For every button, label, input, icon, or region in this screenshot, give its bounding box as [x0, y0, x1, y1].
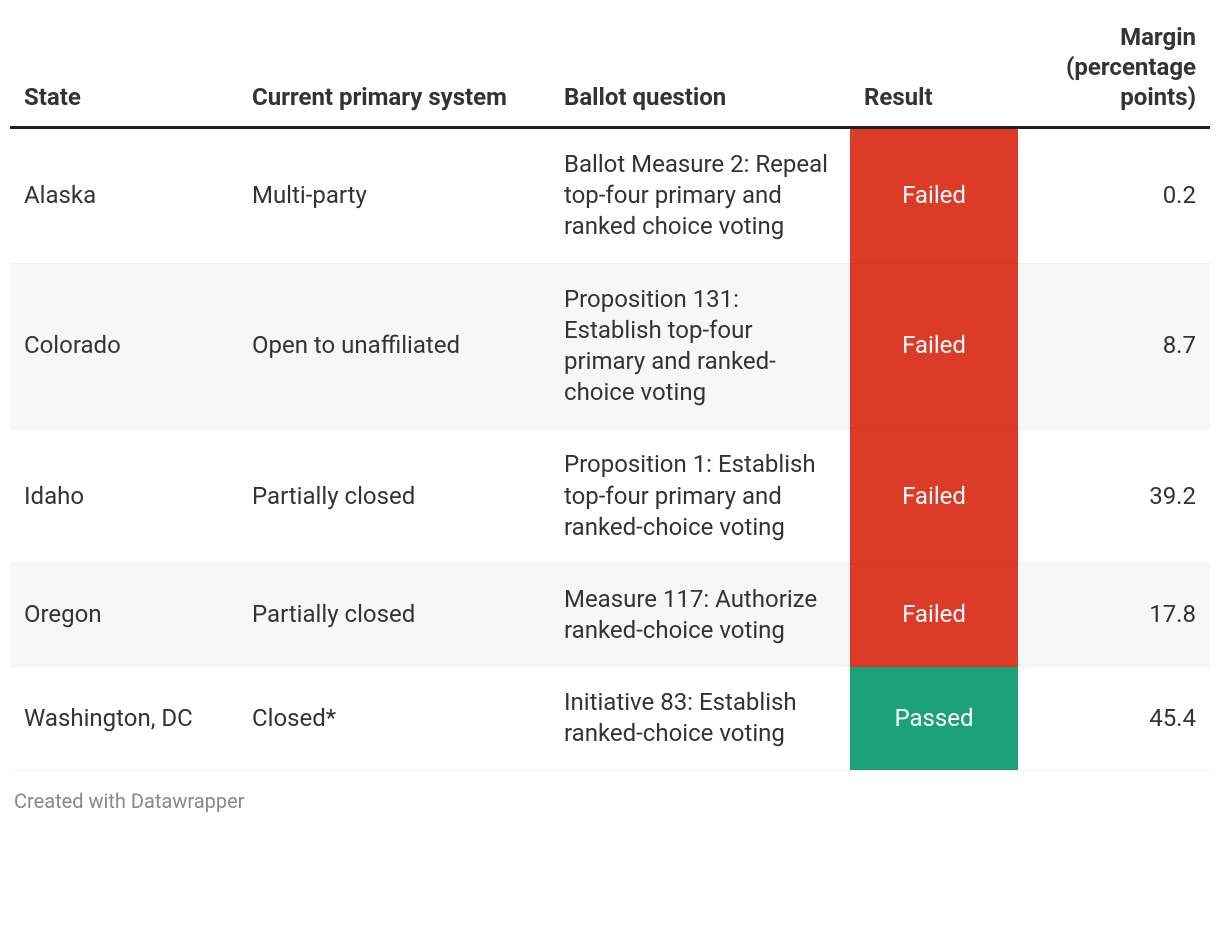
cell-primary: Partially closed	[238, 429, 550, 564]
ballot-results-table: State Current primary system Ballot ques…	[10, 10, 1210, 771]
cell-primary: Closed*	[238, 667, 550, 770]
cell-result: Failed	[850, 429, 1018, 564]
table-body: Alaska Multi-party Ballot Measure 2: Rep…	[10, 128, 1210, 771]
cell-result: Failed	[850, 128, 1018, 264]
cell-margin: 0.2	[1018, 128, 1210, 264]
table-row: Idaho Partially closed Proposition 1: Es…	[10, 429, 1210, 564]
cell-primary: Multi-party	[238, 128, 550, 264]
column-header-margin: Margin (percentage points)	[1018, 10, 1210, 128]
cell-margin: 45.4	[1018, 667, 1210, 770]
column-header-primary: Current primary system	[238, 10, 550, 128]
footer-credit: Created with Datawrapper	[10, 771, 1210, 821]
table-header: State Current primary system Ballot ques…	[10, 10, 1210, 128]
cell-margin: 8.7	[1018, 263, 1210, 429]
cell-state: Washington, DC	[10, 667, 238, 770]
cell-margin: 39.2	[1018, 429, 1210, 564]
column-header-ballot: Ballot question	[550, 10, 850, 128]
table-row: Washington, DC Closed* Initiative 83: Es…	[10, 667, 1210, 770]
cell-state: Idaho	[10, 429, 238, 564]
ballot-results-table-container: State Current primary system Ballot ques…	[10, 10, 1210, 821]
cell-state: Colorado	[10, 263, 238, 429]
cell-result: Passed	[850, 667, 1018, 770]
cell-margin: 17.8	[1018, 563, 1210, 666]
cell-ballot: Ballot Measure 2: Repeal top-four primar…	[550, 128, 850, 264]
table-row: Oregon Partially closed Measure 117: Aut…	[10, 563, 1210, 666]
table-row: Alaska Multi-party Ballot Measure 2: Rep…	[10, 128, 1210, 264]
cell-result: Failed	[850, 563, 1018, 666]
column-header-result: Result	[850, 10, 1018, 128]
cell-primary: Partially closed	[238, 563, 550, 666]
cell-ballot: Measure 117: Authorize ranked-choice vot…	[550, 563, 850, 666]
cell-ballot: Initiative 83: Establish ranked-choice v…	[550, 667, 850, 770]
cell-ballot: Proposition 1: Establish top-four primar…	[550, 429, 850, 564]
cell-state: Alaska	[10, 128, 238, 264]
column-header-state: State	[10, 10, 238, 128]
cell-ballot: Proposition 131: Establish top-four prim…	[550, 263, 850, 429]
cell-result: Failed	[850, 263, 1018, 429]
cell-primary: Open to unaffiliated	[238, 263, 550, 429]
table-row: Colorado Open to unaffiliated Propositio…	[10, 263, 1210, 429]
cell-state: Oregon	[10, 563, 238, 666]
